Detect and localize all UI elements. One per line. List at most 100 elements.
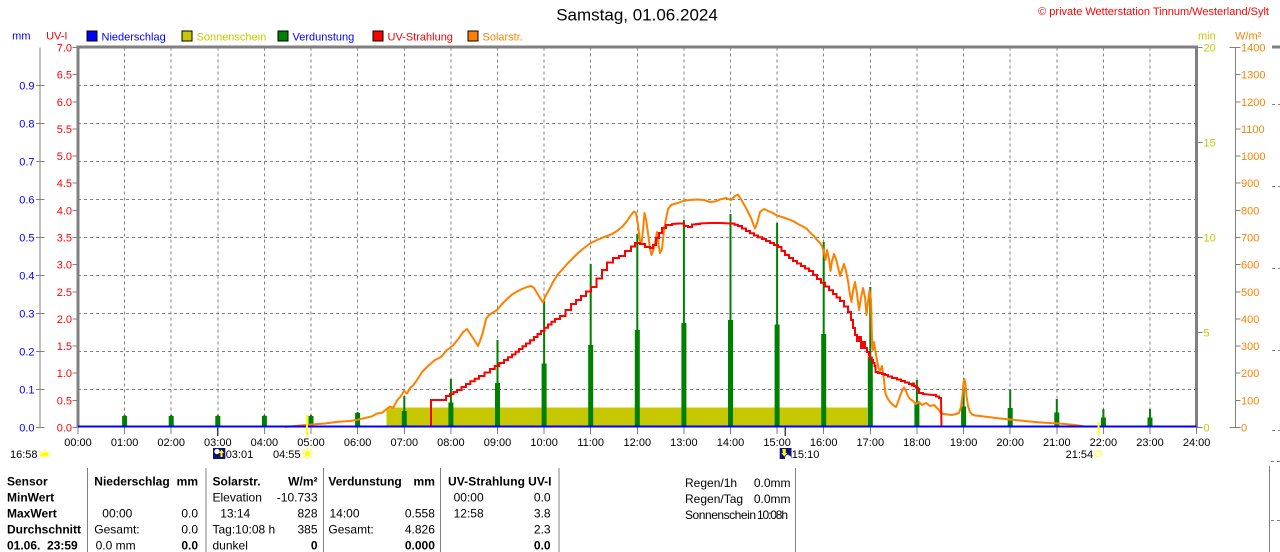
svg-text:400: 400 — [1241, 314, 1259, 326]
svg-text:0.0: 0.0 — [181, 507, 198, 521]
svg-text:1400: 1400 — [1241, 43, 1265, 55]
svg-text:10:00: 10:00 — [530, 437, 558, 449]
svg-text:4.0: 4.0 — [57, 205, 72, 217]
svg-text:0.3: 0.3 — [19, 309, 34, 321]
svg-text:0.5: 0.5 — [19, 233, 34, 245]
svg-text:12:58: 12:58 — [454, 507, 484, 521]
svg-text:03:00: 03:00 — [204, 437, 232, 449]
svg-text:© private Wetterstation Tinnum: © private Wetterstation Tinnum/Westerlan… — [1038, 6, 1269, 18]
svg-text:UV-I: UV-I — [46, 31, 67, 43]
svg-text:12:00: 12:00 — [624, 437, 652, 449]
svg-text:09:00: 09:00 — [484, 437, 512, 449]
svg-text:04:55: 04:55 — [273, 449, 301, 461]
svg-text:0.558: 0.558 — [405, 507, 435, 521]
svg-text:mm: mm — [414, 475, 435, 489]
svg-text:0.7: 0.7 — [19, 157, 34, 169]
svg-text:00:00: 00:00 — [454, 491, 484, 505]
svg-text:0.0: 0.0 — [19, 423, 34, 435]
svg-text:Durchschnitt: Durchschnitt — [7, 523, 81, 537]
svg-text:Sensor: Sensor — [7, 475, 48, 489]
svg-text:0.0 mm: 0.0 mm — [96, 539, 136, 552]
svg-text:3.5: 3.5 — [57, 233, 72, 245]
svg-text:Samstag, 01.06.2024: Samstag, 01.06.2024 — [556, 6, 718, 25]
svg-text:UV-Strahlung: UV-Strahlung — [388, 32, 453, 44]
svg-text:0.9: 0.9 — [19, 81, 34, 93]
svg-text:MaxWert: MaxWert — [7, 507, 57, 521]
svg-text:Regen/1h: Regen/1h — [685, 476, 737, 490]
svg-text:300: 300 — [1241, 341, 1259, 353]
svg-text:Solarstr.: Solarstr. — [213, 475, 261, 489]
svg-text:08:00: 08:00 — [437, 437, 465, 449]
svg-text:1000: 1000 — [1241, 151, 1265, 163]
svg-text:2.3: 2.3 — [534, 523, 551, 537]
svg-text:700: 700 — [1241, 233, 1259, 245]
svg-text:16:00: 16:00 — [810, 437, 838, 449]
svg-text:01:00: 01:00 — [111, 437, 139, 449]
svg-text:min: min — [1198, 31, 1216, 43]
svg-text:100: 100 — [1241, 395, 1259, 407]
svg-text:0.0mm: 0.0mm — [754, 476, 791, 490]
svg-text:1100: 1100 — [1241, 124, 1265, 136]
svg-text:0: 0 — [311, 539, 318, 552]
svg-text:Sonnenschein: Sonnenschein — [685, 508, 756, 522]
svg-text:0.0: 0.0 — [181, 523, 198, 537]
svg-text:Regen/Tag: Regen/Tag — [685, 492, 743, 506]
svg-text:15:00: 15:00 — [763, 437, 791, 449]
svg-text:0.1: 0.1 — [19, 385, 34, 397]
svg-text:UV-Strahlung: UV-Strahlung — [448, 475, 525, 489]
svg-text:10:08h: 10:08h — [757, 508, 788, 522]
svg-text:Sonnenschein: Sonnenschein — [197, 32, 267, 44]
svg-text:4.826: 4.826 — [405, 523, 435, 537]
svg-text:3.0: 3.0 — [57, 260, 72, 272]
svg-text:500: 500 — [1241, 287, 1259, 299]
svg-text:05:00: 05:00 — [297, 437, 325, 449]
svg-text:0.6: 0.6 — [19, 195, 34, 207]
svg-text:10: 10 — [1204, 233, 1216, 245]
svg-text:4.5: 4.5 — [57, 178, 72, 190]
svg-text:16:58: 16:58 — [10, 449, 38, 461]
svg-text:15:10: 15:10 — [792, 449, 820, 461]
svg-text:0: 0 — [1241, 423, 1247, 435]
svg-text:20:00: 20:00 — [996, 437, 1024, 449]
svg-text:14:00: 14:00 — [330, 507, 360, 521]
svg-text:2.5: 2.5 — [57, 287, 72, 299]
svg-text:0.4: 0.4 — [19, 271, 34, 283]
svg-text:dunkel: dunkel — [213, 539, 248, 552]
svg-text:18:00: 18:00 — [903, 437, 931, 449]
svg-text:200: 200 — [1241, 368, 1259, 380]
svg-text:17:00: 17:00 — [857, 437, 885, 449]
svg-text:Elevation: Elevation — [213, 491, 262, 505]
svg-text:0.0: 0.0 — [57, 423, 72, 435]
svg-text:mm: mm — [177, 475, 198, 489]
svg-text:5.5: 5.5 — [57, 124, 72, 136]
svg-text:Niederschlag: Niederschlag — [102, 32, 166, 44]
svg-text:02:00: 02:00 — [157, 437, 185, 449]
svg-text:800: 800 — [1241, 205, 1259, 217]
svg-text:14:00: 14:00 — [717, 437, 745, 449]
svg-text:19:00: 19:00 — [950, 437, 978, 449]
svg-text:04:00: 04:00 — [251, 437, 279, 449]
svg-text:5.0: 5.0 — [57, 151, 72, 163]
svg-text:23:00: 23:00 — [1136, 437, 1164, 449]
svg-text:-10.733: -10.733 — [277, 491, 318, 505]
svg-text:13:00: 13:00 — [670, 437, 698, 449]
svg-text:20: 20 — [1204, 43, 1216, 55]
svg-text:13:14: 13:14 — [220, 507, 250, 521]
svg-text:00:00: 00:00 — [64, 437, 92, 449]
svg-text:0.0mm: 0.0mm — [754, 492, 791, 506]
svg-text:3.8: 3.8 — [534, 507, 551, 521]
svg-text:6.0: 6.0 — [57, 97, 72, 109]
svg-text:6.5: 6.5 — [57, 70, 72, 82]
svg-text:600: 600 — [1241, 260, 1259, 272]
svg-text:1.5: 1.5 — [57, 341, 72, 353]
svg-text:24:00: 24:00 — [1183, 437, 1211, 449]
svg-text:UV-I: UV-I — [528, 475, 551, 489]
svg-text:W/m²: W/m² — [1235, 31, 1262, 43]
svg-text:21:54: 21:54 — [1066, 449, 1094, 461]
svg-text:22:00: 22:00 — [1090, 437, 1118, 449]
svg-text:2.0: 2.0 — [57, 314, 72, 326]
svg-text:1300: 1300 — [1241, 70, 1265, 82]
svg-text:Solarstr.: Solarstr. — [483, 32, 523, 44]
svg-text:Gesamt:: Gesamt: — [94, 523, 139, 537]
svg-text:0.0: 0.0 — [534, 539, 551, 552]
